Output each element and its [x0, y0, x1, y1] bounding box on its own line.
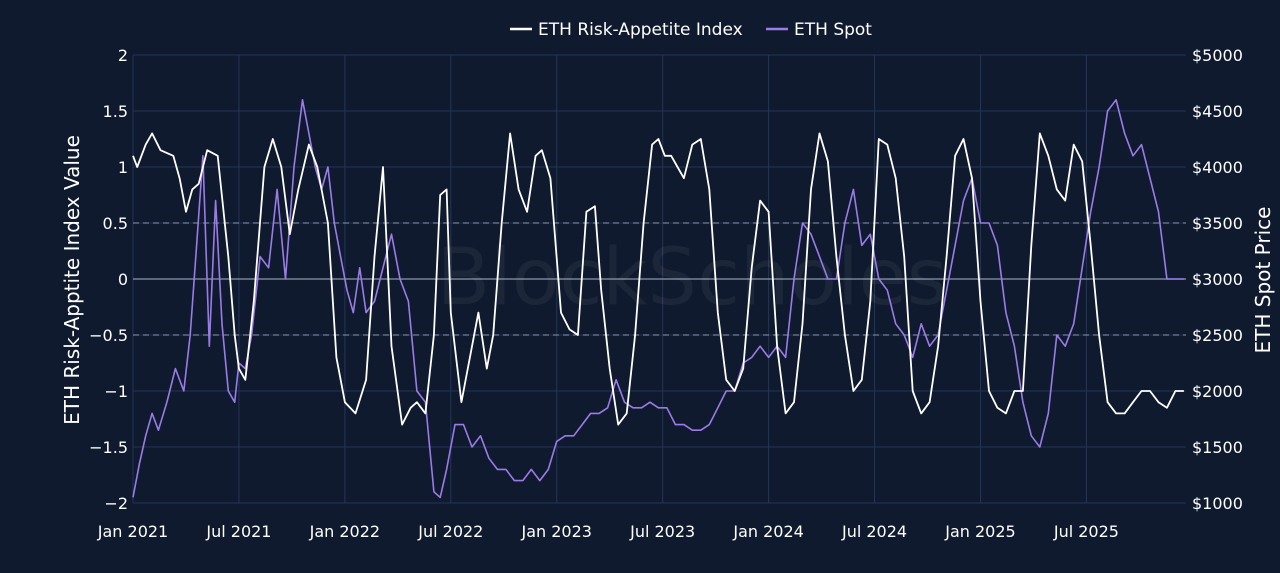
y-left-tick-label: 0: [118, 270, 128, 289]
y-left-axis-ticks: −2 −1.5 −1 −0.5 0 0.5 1 1.5 2: [89, 46, 128, 513]
x-tick-label: Jul 2022: [417, 522, 483, 541]
y-right-tick-label: $4500: [1192, 102, 1243, 121]
x-tick-label: Jul 2024: [841, 522, 907, 541]
x-tick-label: Jan 2025: [944, 522, 1015, 541]
y-right-axis-ticks: $1000 $1500 $2000 $2500 $3000 $3500 $4000 $4500…: [1192, 46, 1243, 513]
y-left-tick-label: 1: [118, 158, 128, 177]
y-right-tick-label: $3500: [1192, 214, 1243, 233]
y-right-tick-label: $1500: [1192, 438, 1243, 457]
series-line-risk-index: [132, 132, 1184, 426]
series-line-eth-spot: [132, 99, 1184, 499]
y-left-tick-label: 1.5: [103, 102, 128, 121]
y-right-axis-title: ETH Spot Price: [1251, 207, 1275, 354]
x-tick-label: Jan 2024: [732, 522, 803, 541]
x-tick-label: Jul 2021: [205, 522, 271, 541]
y-left-axis-title: ETH Risk-Apptite Index Value: [60, 135, 84, 425]
legend-label-eth-spot[interactable]: ETH Spot: [794, 20, 872, 40]
x-tick-label: Jul 2023: [629, 522, 695, 541]
y-left-tick-label: −1.5: [89, 438, 128, 457]
y-left-tick-label: −0.5: [89, 326, 128, 345]
chart-series: [132, 99, 1184, 499]
x-tick-label: Jan 2022: [309, 522, 380, 541]
chart-grid: [132, 54, 1186, 504]
y-left-tick-label: −1: [104, 382, 128, 401]
y-right-tick-label: $3000: [1192, 270, 1243, 289]
x-tick-label: Jan 2023: [521, 522, 592, 541]
y-right-tick-label: $2000: [1192, 382, 1243, 401]
x-axis-ticks: Jan 2021 Jul 2021 Jan 2022 Jul 2022 Jan 2023…: [97, 522, 1119, 541]
y-left-tick-label: −2: [104, 494, 128, 513]
x-tick-label: Jan 2021: [97, 522, 168, 541]
chart-watermark: BlockScholes: [437, 233, 948, 323]
y-left-tick-label: 0.5: [103, 214, 128, 233]
y-right-tick-label: $2500: [1192, 326, 1243, 345]
y-right-tick-label: $1000: [1192, 494, 1243, 513]
x-tick-label: Jul 2025: [1053, 522, 1119, 541]
legend-label-risk-index[interactable]: ETH Risk-Appetite Index: [538, 20, 743, 40]
legend: ETH Risk-Appetite Index ETH Spot: [510, 20, 872, 40]
y-left-tick-label: 2: [118, 46, 128, 65]
y-right-tick-label: $4000: [1192, 158, 1243, 177]
y-right-tick-label: $5000: [1192, 46, 1243, 65]
